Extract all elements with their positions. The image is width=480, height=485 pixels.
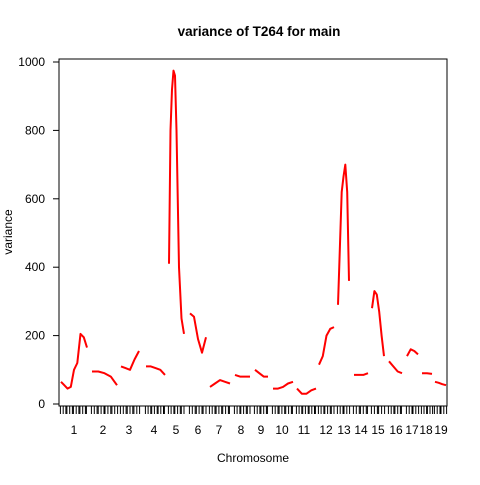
series-line-chr-11 (296, 387, 317, 395)
series-line-chr-7 (209, 379, 231, 388)
series-line-chr-14 (354, 372, 369, 376)
y-tick-label: 1000 (18, 55, 45, 69)
x-tick-label: 5 (173, 423, 180, 437)
x-tick-label: 8 (238, 423, 245, 437)
series-line-chr-17 (406, 348, 419, 357)
x-tick-label: 16 (389, 423, 403, 437)
y-tick-label: 800 (25, 123, 45, 137)
x-tick-label: 2 (100, 423, 107, 437)
x-tick-label: 14 (354, 423, 368, 437)
series-line-chr-19 (434, 380, 447, 387)
x-tick-label: 9 (258, 423, 265, 437)
x-tick-label: 18 (419, 423, 433, 437)
series-line-chr-12 (318, 326, 335, 366)
x-axis-label: Chromosome (217, 451, 289, 465)
x-tick-label: 12 (319, 423, 333, 437)
y-axis: 0 200 400 600 800 1000 (18, 55, 60, 411)
series-line-chr-1 (60, 332, 88, 390)
series-line-chr-6 (189, 312, 207, 354)
series-line-chr-18 (422, 372, 433, 375)
series-line-chr-5 (168, 69, 185, 335)
x-tick-label: 1 (71, 423, 78, 437)
x-axis: 1 2 3 4 5 6 7 8 9 10 11 12 13 14 15 16 17 18 19 (71, 423, 448, 437)
series-line-chr-13 (337, 163, 350, 305)
x-tick-label: 11 (298, 423, 311, 437)
x-tick-label: 7 (216, 423, 223, 437)
series-line-chr-2 (92, 370, 118, 386)
x-tick-label: 13 (337, 423, 351, 437)
marker-rug (59, 406, 448, 414)
x-tick-label: 15 (371, 423, 385, 437)
series-line-chr-15 (371, 290, 385, 357)
series-lines (60, 69, 447, 395)
series-line-chr-4 (146, 365, 166, 376)
x-tick-label: 3 (126, 423, 133, 437)
y-axis-label: variance (1, 209, 15, 255)
y-tick-label: 200 (25, 329, 45, 343)
series-line-chr-16 (388, 360, 403, 375)
chart-title: variance of T264 for main (178, 24, 341, 39)
y-tick-label: 0 (38, 397, 45, 411)
series-line-chr-3 (120, 350, 140, 371)
x-tick-label: 17 (405, 423, 419, 437)
y-tick-label: 400 (25, 260, 45, 274)
series-line-chr-8 (234, 373, 250, 378)
series-line-chr-9 (254, 369, 268, 378)
series-line-chr-10 (273, 380, 294, 390)
x-tick-label: 19 (434, 423, 448, 437)
x-tick-label: 4 (151, 423, 158, 437)
x-tick-label: 6 (195, 423, 202, 437)
x-tick-label: 10 (275, 423, 289, 437)
y-tick-label: 600 (25, 192, 45, 206)
